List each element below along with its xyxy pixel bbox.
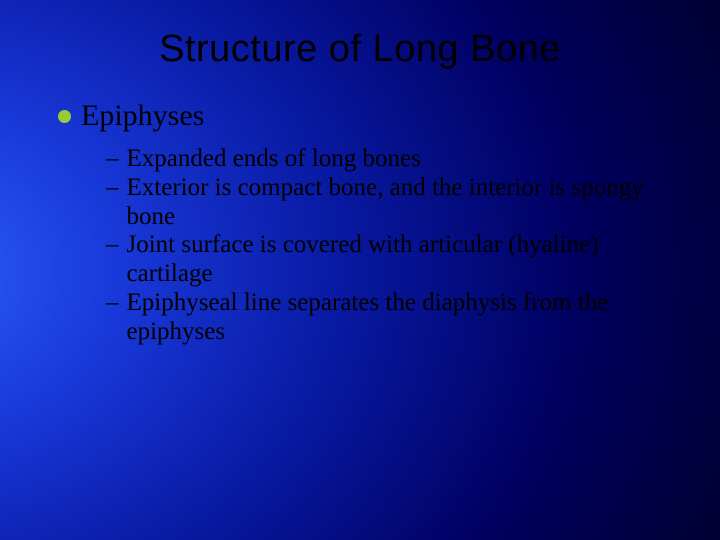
bullet-level2-text: Exterior is compact bone, and the interi…	[127, 174, 671, 232]
bullet-level2: – Exterior is compact bone, and the inte…	[106, 174, 670, 232]
bullet-level2-text: Epiphyseal line separates the diaphysis …	[127, 289, 671, 347]
bullet-level1: Epiphyses	[58, 99, 670, 133]
bullet-level2-text: Joint surface is covered with articular …	[127, 231, 671, 289]
dash-icon: –	[106, 289, 119, 318]
slide-title: Structure of Long Bone	[0, 0, 720, 71]
dash-icon: –	[106, 174, 119, 203]
bullet-dot-icon	[58, 110, 71, 123]
bullet-level2: – Expanded ends of long bones	[106, 145, 670, 174]
slide-content: Epiphyses – Expanded ends of long bones …	[0, 71, 720, 346]
bullet-level2: – Epiphyseal line separates the diaphysi…	[106, 289, 670, 347]
bullet-level1-text: Epiphyses	[81, 99, 204, 133]
sub-bullet-list: – Expanded ends of long bones – Exterior…	[58, 141, 670, 346]
slide: Structure of Long Bone Epiphyses – Expan…	[0, 0, 720, 540]
bullet-level2-text: Expanded ends of long bones	[127, 145, 421, 174]
dash-icon: –	[106, 231, 119, 260]
dash-icon: –	[106, 145, 119, 174]
bullet-level2: – Joint surface is covered with articula…	[106, 231, 670, 289]
